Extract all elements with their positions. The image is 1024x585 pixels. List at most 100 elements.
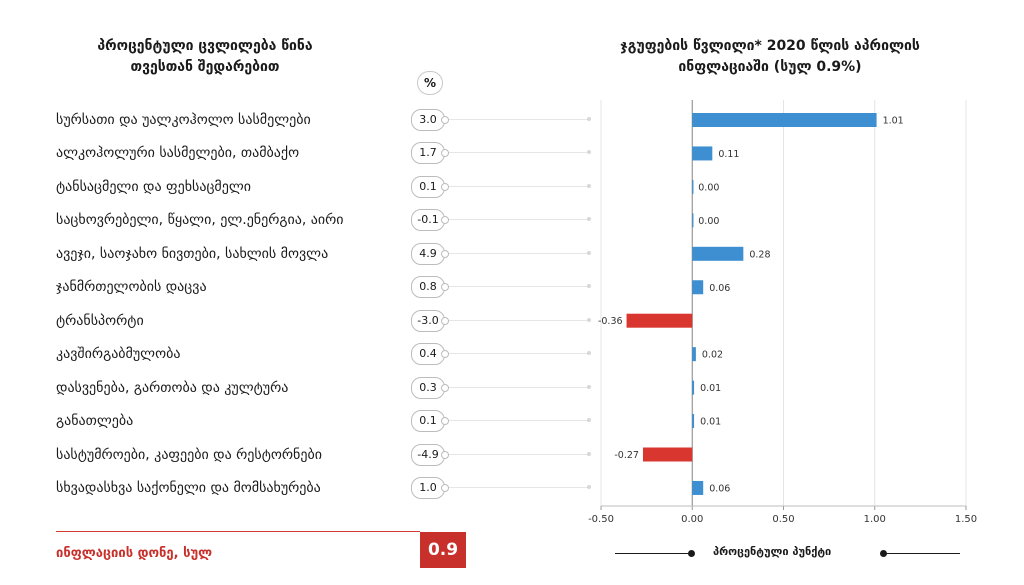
- pill-connector: [441, 383, 449, 392]
- row-guide-dot: [587, 117, 591, 121]
- bar: [692, 113, 877, 127]
- bar: [692, 213, 694, 228]
- bar-value-label: -0.27: [614, 450, 639, 461]
- category-row: ავეჯი, საოჯახო ნივთები, სახლის მოვლა 4.9: [0, 237, 600, 271]
- x-axis-unit-legend: პროცენტული პუნქტი: [713, 545, 832, 558]
- bar: [642, 447, 693, 462]
- bar: [692, 414, 695, 429]
- pill-connector: [441, 149, 449, 158]
- row-guide-line: [447, 453, 590, 455]
- category-label: სურსათი და უალკოჰოლო სასმელები: [56, 112, 311, 128]
- bar-value-label: 0.00: [698, 182, 719, 193]
- inflation-level-value: 0.9: [420, 532, 466, 568]
- category-row: განათლება 0.1: [0, 404, 600, 438]
- pill-connector: [441, 417, 449, 426]
- x-tick-label: -0.50: [588, 514, 614, 525]
- row-guide-line: [447, 420, 590, 422]
- category-label: ტანსაცმელი და ფეხსაცმელი: [56, 178, 252, 195]
- row-guide-line: [447, 486, 590, 488]
- bar-value-label: 0.11: [718, 149, 739, 160]
- bar: [626, 313, 693, 328]
- bar: [692, 280, 704, 295]
- row-guide-dot: [587, 284, 591, 289]
- inflation-level-label: ინფლაციის დონე, სულ: [56, 546, 213, 561]
- pill-connector: [441, 249, 449, 258]
- legend-dot-right: [880, 550, 887, 557]
- category-row: ჯანმრთელობის დაცვა 0.8: [0, 270, 600, 304]
- row-guide-line: [447, 152, 590, 154]
- category-label: კავშირგაბმულობა: [56, 346, 181, 363]
- bar-value-label: 0.28: [749, 249, 770, 260]
- row-guide-line: [447, 119, 590, 120]
- category-label: ტრანსპორტი: [56, 312, 144, 329]
- row-guide-line: [447, 185, 590, 187]
- pill-connector: [441, 182, 449, 191]
- legend-line-right: [884, 553, 960, 554]
- bar: [692, 246, 744, 261]
- row-guide-line: [447, 386, 590, 388]
- category-row: დასვენება, გართობა და კულტურა 0.3: [0, 371, 600, 405]
- category-label: განათლება: [56, 413, 134, 430]
- left-title: პროცენტული ცვლილება წინა თვესთან შედარებ…: [30, 36, 380, 78]
- legend-dot-left: [688, 550, 695, 557]
- row-guide-dot: [587, 484, 591, 489]
- category-row: სხვადასხვა საქონელი და მომსახურება 1.0: [0, 471, 600, 505]
- category-row: სურსათი და უალკოჰოლო სასმელები 3.0: [0, 103, 600, 137]
- category-row: საცხოვრებელი, წყალი, ელ.ენერგია, აირი -0.…: [0, 203, 600, 237]
- category-row: ტრანსპორტი -3.0: [0, 304, 600, 338]
- row-guide-line: [447, 319, 590, 321]
- pill-connector: [441, 483, 449, 492]
- bar-value-label: 0.02: [702, 350, 723, 361]
- legend-line-left: [615, 553, 690, 554]
- chart-title-line-2: ინფლაციაში (სულ 0.9%): [678, 59, 862, 75]
- category-row: ალკოჰოლური სასმელები, თამბაქო 1.7: [0, 136, 600, 170]
- category-label: ჯანმრთელობის დაცვა: [56, 279, 207, 296]
- bar-value-label: 0.06: [709, 283, 730, 294]
- pill-connector: [441, 450, 449, 459]
- chart-title-line-1: ჯგუფების წვლილი* 2020 წლის აპრილის: [620, 38, 920, 54]
- left-title-line-2: თვესთან შედარებით: [130, 59, 280, 75]
- monthly-change-value: 0.1: [411, 175, 445, 198]
- pill-connector: [441, 116, 449, 124]
- pill-connector: [441, 316, 449, 325]
- row-guide-dot: [587, 418, 591, 423]
- monthly-change-value: 4.9: [411, 242, 445, 265]
- chart-title: ჯგუფების წვლილი* 2020 წლის აპრილის ინფლა…: [560, 36, 980, 78]
- category-label: ავეჯი, საოჯახო ნივთები, სახლის მოვლა: [56, 245, 329, 262]
- bar-value-label: 0.00: [698, 216, 719, 227]
- monthly-change-value: -4.9: [411, 443, 445, 466]
- row-guide-dot: [587, 351, 591, 356]
- x-tick-label: 0.50: [772, 514, 794, 525]
- row-guide-dot: [587, 317, 591, 322]
- category-label: ალკოჰოლური სასმელები, თამბაქო: [56, 145, 300, 162]
- bar-value-label: 1.01: [883, 116, 904, 127]
- bar-value-label: 0.06: [709, 483, 730, 494]
- bar: [692, 380, 695, 395]
- category-row: ტანსაცმელი და ფეხსაცმელი 0.1: [0, 170, 600, 204]
- pill-connector: [441, 216, 449, 225]
- category-row: სასტუმროები, კაფეები და რესტორნები -4.9: [0, 438, 600, 472]
- monthly-change-value: -3.0: [411, 309, 445, 332]
- monthly-change-value: -0.1: [411, 209, 445, 232]
- x-tick-label: 0.00: [681, 514, 703, 525]
- row-guide-dot: [587, 384, 591, 389]
- bar: [692, 146, 713, 161]
- monthly-change-value: 3.0: [411, 109, 445, 131]
- category-label: სასტუმროები, კაფეები და რესტორნები: [56, 446, 322, 463]
- pill-connector: [441, 283, 449, 292]
- category-row: კავშირგაბმულობა 0.4: [0, 337, 600, 371]
- bar: [692, 480, 704, 495]
- row-guide-dot: [587, 183, 591, 188]
- row-guide-line: [447, 219, 590, 221]
- monthly-change-value: 0.3: [411, 376, 445, 399]
- category-label: დასვენება, გართობა და კულტურა: [56, 379, 289, 396]
- monthly-change-value: 1.7: [411, 142, 445, 165]
- x-tick-label: 1.50: [955, 514, 977, 525]
- row-guide-dot: [587, 217, 591, 222]
- row-guide-dot: [587, 451, 591, 456]
- percent-header-badge: %: [417, 71, 443, 95]
- category-label: საცხოვრებელი, წყალი, ელ.ენერგია, აირი: [56, 212, 344, 229]
- row-guide-dot: [587, 150, 591, 155]
- pill-connector: [441, 350, 449, 359]
